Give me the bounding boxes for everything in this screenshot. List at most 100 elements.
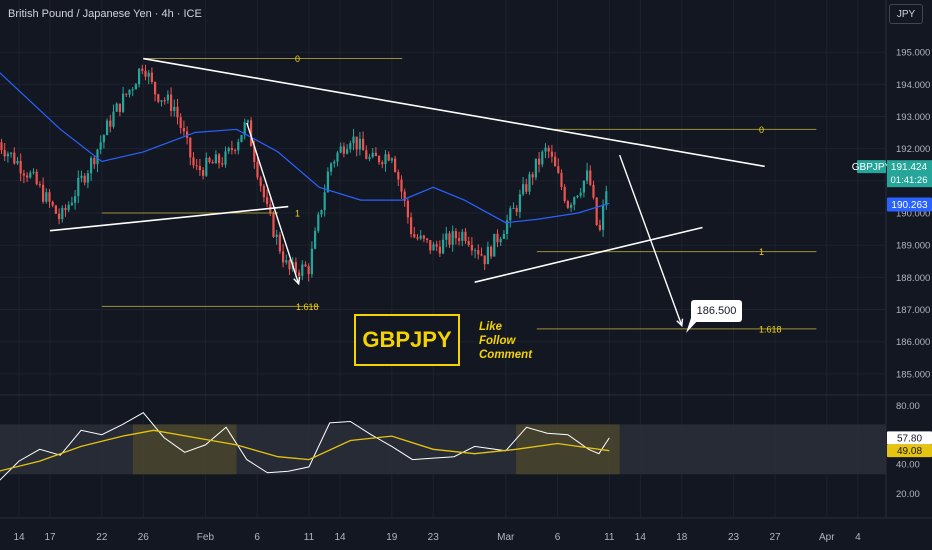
candle	[51, 200, 54, 208]
candle	[144, 64, 147, 81]
candle-body	[121, 93, 125, 112]
candle-body	[16, 161, 19, 164]
candle	[483, 255, 486, 271]
candle-body	[45, 192, 48, 202]
candle	[358, 131, 361, 156]
candle	[128, 89, 131, 98]
candle	[38, 181, 41, 188]
candle	[409, 212, 413, 238]
fib-label-1-left: 1	[295, 209, 300, 219]
candles	[0, 64, 608, 283]
candle	[528, 171, 531, 195]
candle-body	[403, 191, 406, 201]
time-tick-label: 27	[769, 532, 781, 543]
candle	[339, 142, 342, 154]
candle-body	[486, 246, 489, 265]
time-tick-label: 4	[855, 532, 861, 543]
candle-body	[147, 72, 150, 77]
candle	[153, 81, 157, 102]
candle-body	[368, 157, 371, 159]
candle	[182, 120, 185, 136]
candle	[201, 167, 205, 180]
candle	[333, 159, 336, 168]
candle-body	[585, 170, 589, 181]
currency-button[interactable]: JPY	[889, 4, 923, 24]
candle	[83, 173, 86, 186]
candle-body	[333, 161, 336, 164]
candle	[208, 156, 211, 164]
candle	[323, 184, 326, 217]
candle	[160, 100, 163, 107]
candle-body	[112, 111, 115, 127]
candle	[6, 151, 9, 163]
candle	[0, 138, 3, 155]
candle	[80, 170, 83, 183]
candle	[457, 231, 461, 246]
candle-body	[349, 143, 352, 150]
projection-arrows	[246, 122, 684, 328]
candle-body	[96, 149, 99, 165]
candle-body	[355, 136, 358, 150]
candle	[473, 248, 477, 259]
candle-body	[173, 106, 176, 111]
candle	[173, 99, 176, 117]
candle-body	[381, 162, 384, 165]
fib-label-1-right: 1	[759, 247, 764, 257]
candle	[307, 263, 310, 282]
candle	[169, 87, 173, 117]
candle	[496, 229, 499, 248]
candle-body	[339, 146, 342, 153]
candle-body	[480, 254, 483, 256]
price-tick-label: 185.000	[896, 369, 930, 380]
candle-body	[189, 137, 192, 158]
candle	[579, 187, 582, 199]
candle	[499, 236, 502, 247]
candle-body	[377, 156, 381, 163]
candle	[179, 113, 182, 134]
candle-body	[73, 196, 77, 203]
candle	[89, 155, 93, 181]
candle	[166, 90, 169, 104]
cta-like: Like	[479, 321, 503, 333]
candle	[195, 159, 198, 171]
candle-body	[576, 195, 579, 198]
candle-body	[563, 187, 566, 202]
countdown-value: 01:41:26	[891, 175, 928, 186]
candle-body	[192, 157, 195, 166]
time-tick-label: 23	[728, 532, 740, 543]
candle	[573, 196, 576, 211]
candle-body	[19, 161, 22, 174]
candle-body	[51, 201, 54, 206]
candle	[275, 229, 278, 245]
candle-body	[285, 260, 288, 263]
candle-body	[217, 154, 221, 164]
candle-body	[493, 233, 496, 257]
candle-body	[448, 233, 451, 245]
candle	[377, 155, 381, 165]
candle	[48, 188, 51, 208]
candle	[416, 233, 419, 241]
cta-follow: Follow	[479, 335, 516, 347]
candle-body	[342, 146, 345, 154]
candle	[317, 211, 320, 233]
candle	[227, 146, 230, 155]
candle-body	[153, 81, 157, 95]
time-tick-label: 26	[138, 532, 150, 543]
candle-body	[99, 142, 102, 150]
candle-body	[221, 163, 224, 165]
candle-body	[425, 238, 429, 241]
candle-body	[166, 94, 169, 101]
candle	[425, 238, 429, 244]
candle-body	[509, 208, 512, 221]
candle-body	[374, 152, 377, 157]
candle	[259, 175, 262, 192]
candle-body	[198, 166, 201, 171]
candle	[288, 259, 291, 275]
candle	[211, 159, 214, 164]
candle-body	[205, 157, 208, 176]
candle-body	[429, 240, 432, 251]
candle	[265, 189, 269, 208]
candle-body	[541, 151, 544, 165]
candle-body	[57, 213, 61, 220]
